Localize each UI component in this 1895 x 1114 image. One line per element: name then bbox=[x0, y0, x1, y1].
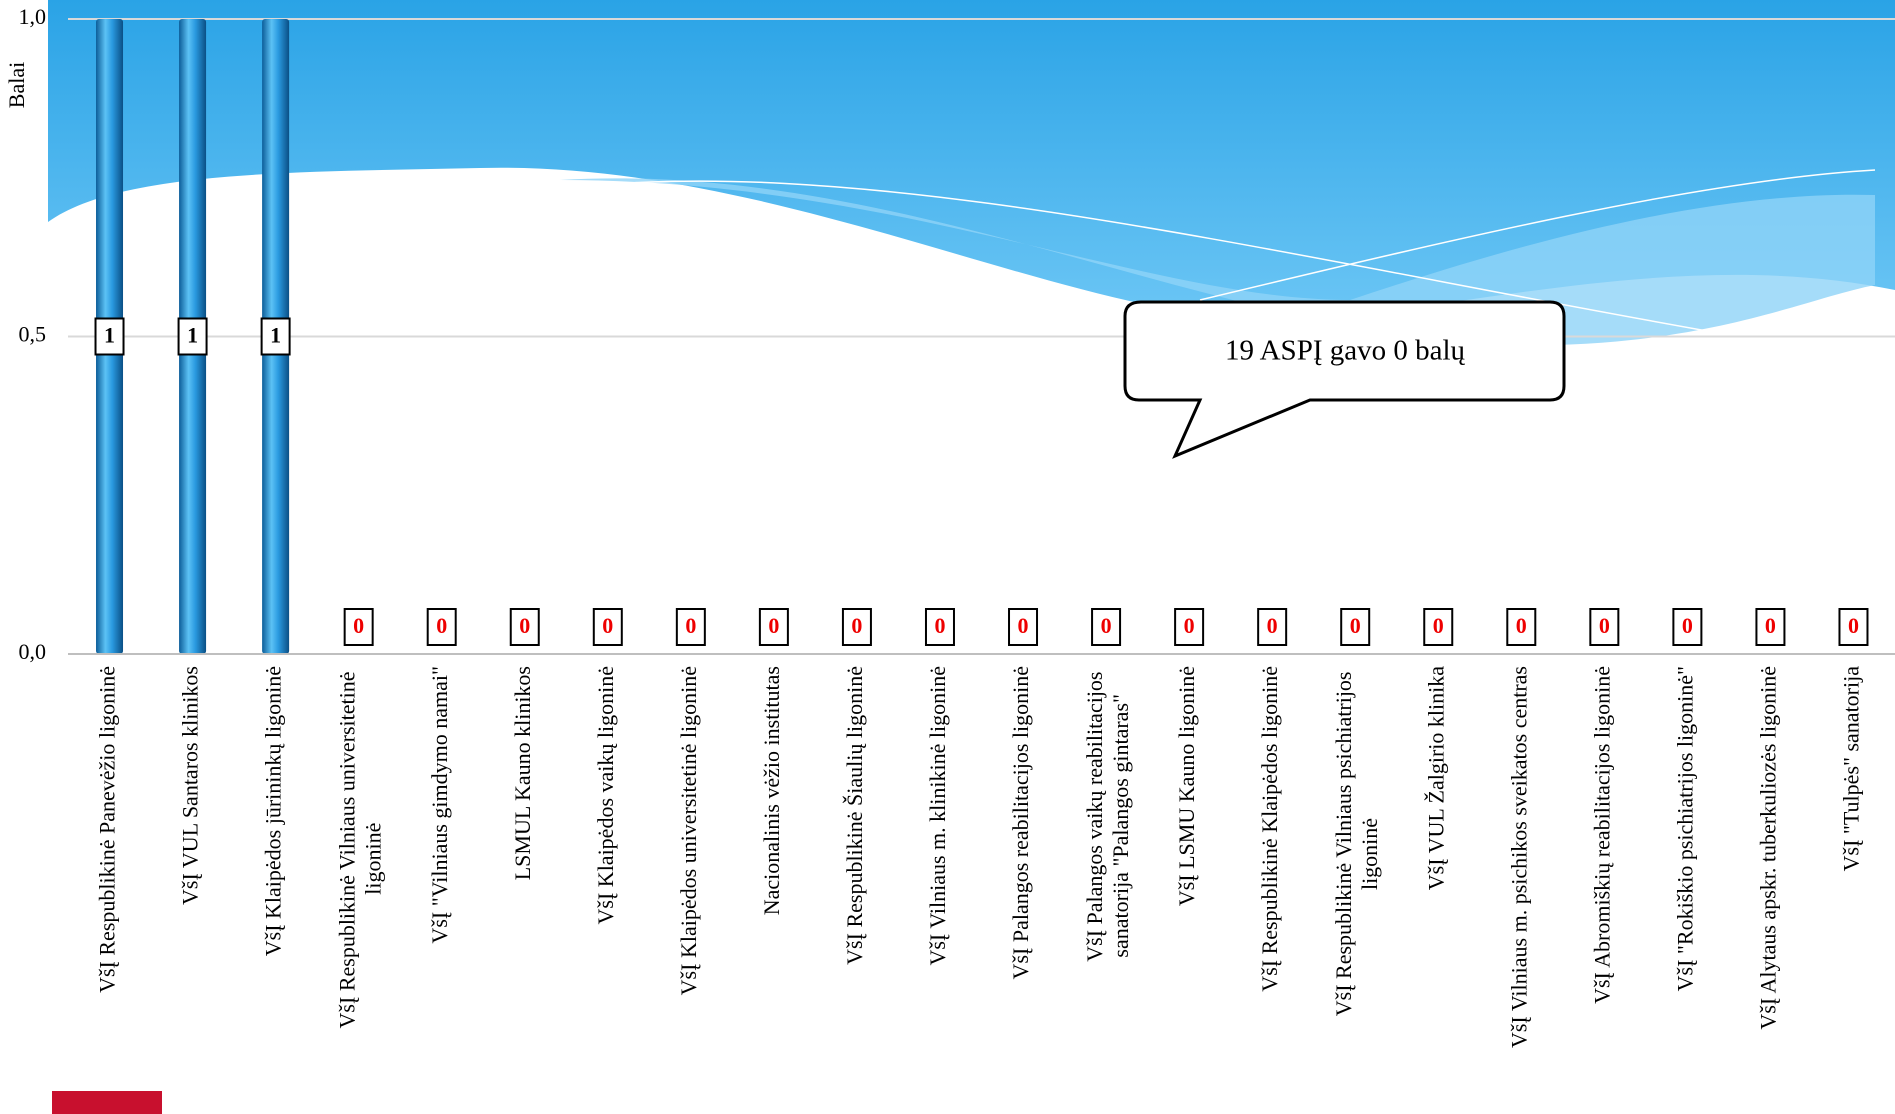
x-tick-label-line: ligoninė bbox=[1357, 818, 1382, 890]
y-axis-label: Balai bbox=[4, 62, 29, 108]
value-label: 0 bbox=[1599, 613, 1610, 638]
value-label: 0 bbox=[1765, 613, 1776, 638]
x-tick-label-line: VšĮ Respublikinė Vilniaus psichiatrijos bbox=[1331, 666, 1356, 1016]
value-label: 0 bbox=[768, 613, 779, 638]
value-label: 1 bbox=[270, 323, 281, 348]
value-label-box bbox=[1257, 608, 1288, 646]
x-tick-label: VšĮ Vilniaus m. klinikinė ligoninė bbox=[925, 666, 950, 966]
annotation: 19 ASPĮ gavo 0 balų bbox=[1225, 335, 1466, 367]
x-tick-label: VšĮ VUL Santaros klinikos bbox=[178, 666, 203, 905]
value-label: 0 bbox=[934, 613, 945, 638]
x-tick-label-line: VšĮ Palangos vaikų reabilitacijos bbox=[1082, 666, 1107, 962]
value-label-box bbox=[177, 317, 208, 356]
value-label-box bbox=[841, 608, 872, 646]
value-label-box bbox=[924, 608, 955, 646]
value-label: 0 bbox=[685, 613, 696, 638]
x-tick-label: VšĮ Palangos reabilitacijos ligoninė bbox=[1008, 666, 1033, 979]
x-tick-label: VšĮ Vilniaus m. psichikos sveikatos cent… bbox=[1506, 666, 1531, 1048]
x-tick-label: VšĮ VUL Žalgirio klinika bbox=[1423, 666, 1448, 890]
value-label: 1 bbox=[187, 323, 198, 348]
value-label-box bbox=[260, 317, 291, 356]
value-label: 0 bbox=[851, 613, 862, 638]
value-label: 0 bbox=[1682, 613, 1693, 638]
value-label-box bbox=[1008, 608, 1039, 646]
x-tick-label: VšĮ Respublikinė Šiaulių ligoninė bbox=[842, 666, 867, 965]
value-label: 0 bbox=[1516, 613, 1527, 638]
x-tick-label: VšĮ Klaipėdos jūrininkų ligoninė bbox=[261, 666, 286, 956]
x-tick-label: VšĮ Klaipėdos universitetinė ligoninė bbox=[676, 666, 701, 995]
value-label-box bbox=[1755, 608, 1786, 646]
value-label-box bbox=[1091, 608, 1122, 646]
x-tick-label: VšĮ Klaipėdos vaikų ligoninė bbox=[593, 666, 618, 924]
y-tick-label: 1,0 bbox=[19, 4, 47, 29]
value-label-box bbox=[675, 608, 706, 646]
x-tick-label: LSMUL Kauno klinikos bbox=[510, 666, 535, 880]
background bbox=[48, 0, 1895, 346]
value-label-box bbox=[758, 608, 789, 646]
y-tick-label: 0,5 bbox=[19, 322, 47, 347]
value-label-box bbox=[426, 608, 457, 646]
x-tick-label: VšĮ Respublikinė Vilniaus universitetinė… bbox=[335, 666, 386, 1028]
x-tick-label: VšĮ "Rokiškio psichiatrijos ligoninė" bbox=[1672, 666, 1697, 991]
value-label-box bbox=[1340, 608, 1371, 646]
value-label-box bbox=[1672, 608, 1703, 646]
value-label: 0 bbox=[436, 613, 447, 638]
value-label: 0 bbox=[602, 613, 613, 638]
value-label: 0 bbox=[1018, 613, 1029, 638]
x-tick-label: VšĮ LSMU Kauno ligoninė bbox=[1174, 666, 1199, 906]
x-tick-label: VšĮ "Tulpės" sanatorija bbox=[1839, 666, 1864, 872]
callout: 19 ASPĮ gavo 0 balų bbox=[1123, 300, 1566, 459]
x-tick-label: Nacionalinis vėžio institutas bbox=[759, 666, 784, 915]
value-label: 0 bbox=[353, 613, 364, 638]
x-tick-label-line: sanatorija "Palangos gintaras" bbox=[1108, 694, 1133, 958]
value-label: 0 bbox=[1101, 613, 1112, 638]
value-label: 0 bbox=[1184, 613, 1195, 638]
value-label-box bbox=[343, 608, 374, 646]
value-label-box bbox=[1506, 608, 1537, 646]
x-tick-label: VšĮ Respublikinė Panevėžio ligoninė bbox=[95, 666, 120, 993]
value-label-box bbox=[509, 608, 540, 646]
value-label-box bbox=[592, 608, 623, 646]
y-tick-label: 0,0 bbox=[19, 639, 47, 664]
x-tick-label-line: ligoninė bbox=[361, 823, 386, 895]
value-label: 0 bbox=[519, 613, 530, 638]
x-tick-label: VšĮ Respublikinė Vilniaus psichiatrijos … bbox=[1331, 666, 1382, 1016]
x-tick-label: VšĮ Respublikinė Klaipėdos ligoninė bbox=[1257, 666, 1282, 992]
logo bbox=[52, 1091, 162, 1114]
value-label-box bbox=[1174, 608, 1205, 646]
value-label: 0 bbox=[1350, 613, 1361, 638]
value-label: 1 bbox=[104, 323, 115, 348]
value-label: 0 bbox=[1267, 613, 1278, 638]
x-tick-label: VšĮ Palangos vaikų reabilitacijos sanato… bbox=[1082, 666, 1133, 962]
value-label: 0 bbox=[1848, 613, 1859, 638]
value-label-box bbox=[1838, 608, 1869, 646]
x-tick-label-line: VšĮ Respublikinė Vilniaus universitetinė bbox=[335, 666, 360, 1028]
value-label-box bbox=[1423, 608, 1454, 646]
x-tick-label: VšĮ Abromiškių reabilitacijos ligoninė bbox=[1589, 666, 1614, 1004]
x-tick-label: VšĮ Alytaus apskr. tuberkuliozės ligonin… bbox=[1755, 666, 1780, 1030]
value-label: 0 bbox=[1433, 613, 1444, 638]
value-label-box bbox=[94, 317, 125, 356]
x-tick-label: VšĮ "Vilniaus gimdymo namai" bbox=[427, 666, 452, 944]
value-label-box bbox=[1589, 608, 1620, 646]
